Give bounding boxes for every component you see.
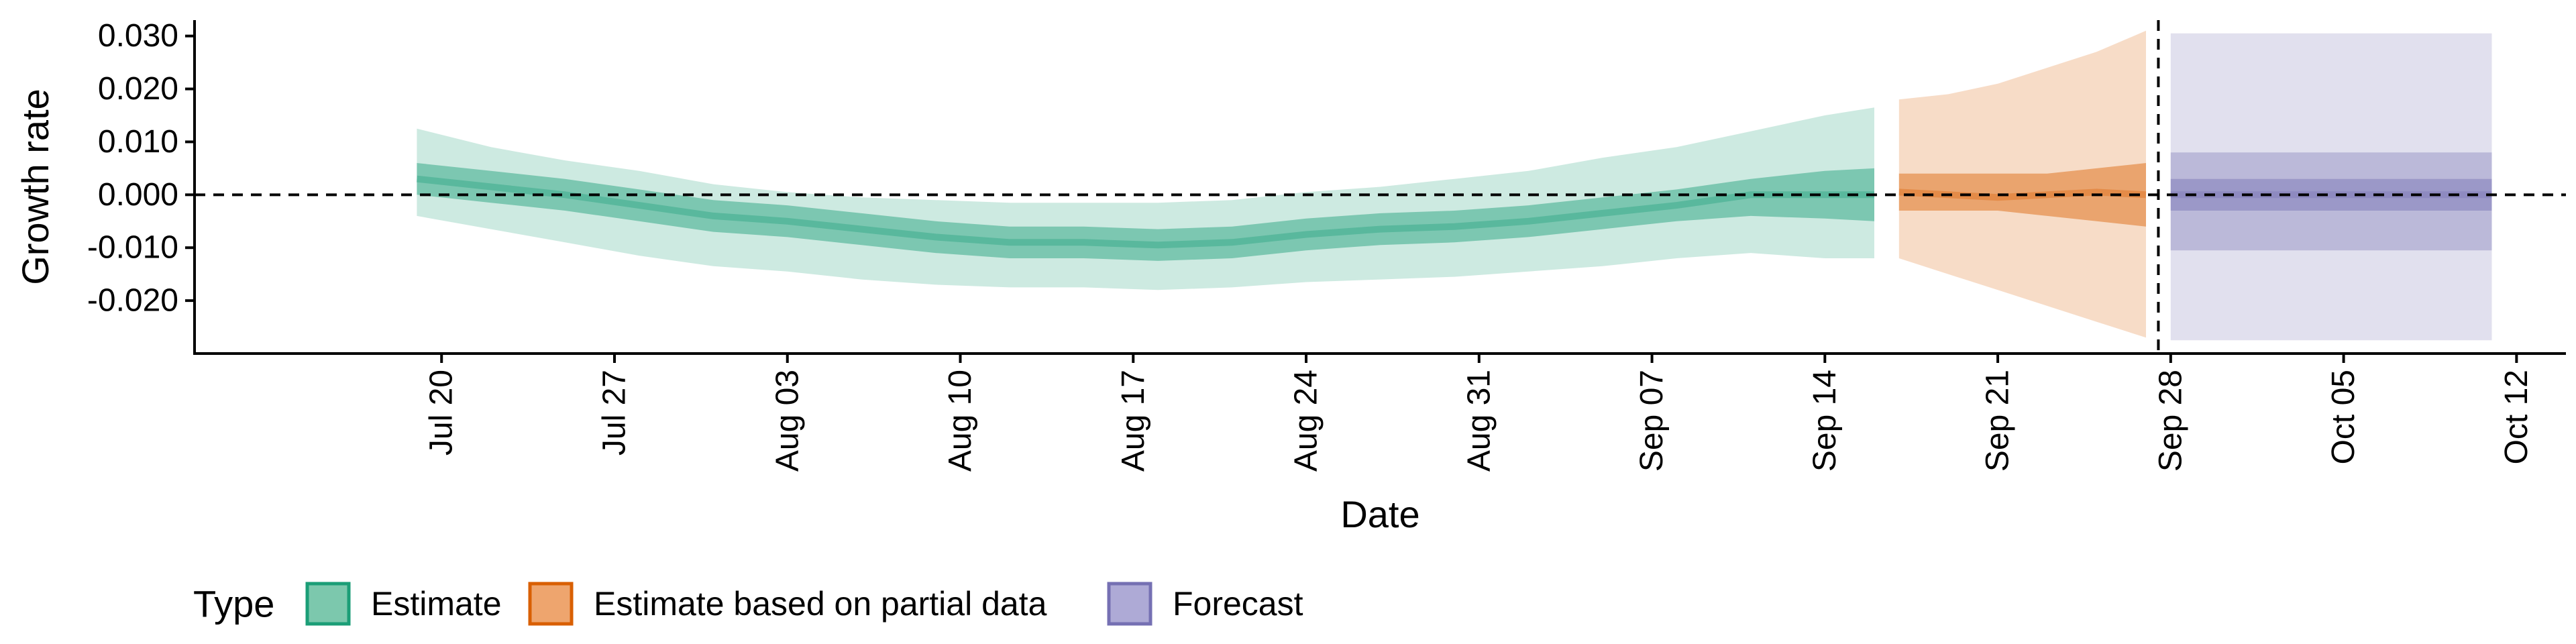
x-tick-label: Aug 24 [1289,370,1324,472]
legend-title: Type [193,583,274,625]
x-tick-label: Aug 17 [1116,370,1151,472]
forecast-90-band [2170,33,2492,341]
x-axis-ticks: Jul 20 Jul 27 Aug 03 Aug 10 Aug 17 Aug 24 Aug … [424,354,2534,472]
forecast-75-band [2170,152,2492,251]
x-axis-title: Date [1340,493,1419,535]
y-tick-label: -0.020 [87,283,178,319]
estimate-legend-label: Estimate [371,585,502,623]
x-tick-label: Aug 10 [943,370,978,472]
estimate-legend-key [305,582,351,626]
x-tick-label: Oct 05 [2326,370,2361,464]
interval-bands [416,30,2492,341]
x-tick-label: Oct 12 [2499,370,2534,464]
estimate-based-on-partial-data-legend-label: Estimate based on partial data [594,585,1047,623]
legend: Type Estimate Estimate based on partial d… [193,582,1303,626]
x-tick-label: Sep 14 [1807,370,1843,472]
x-tick-label: Aug 03 [769,370,805,472]
x-tick-label: Sep 28 [2153,370,2188,472]
estimate-50-band [417,163,1875,261]
estimate-90-band [417,107,1875,290]
y-tick-label: 0.020 [98,71,178,107]
x-tick-label: Sep 21 [1980,370,2016,472]
y-axis-title: Growth rate [14,89,56,285]
estimate-based-on-partial-data-legend-key [528,582,574,626]
forecast-50-band [2170,178,2492,211]
estimate-based-on-partial-data-90-band [1898,30,2146,338]
y-tick-label: 0.000 [98,177,178,213]
forecast-legend-key [1107,582,1152,626]
x-tick-label: Jul 20 [424,370,460,455]
y-tick-label: -0.010 [87,230,178,266]
x-tick-label: Jul 27 [596,370,632,455]
forecast-legend-label: Forecast [1173,585,1303,623]
y-tick-label: 0.010 [98,124,178,160]
x-tick-label: Aug 31 [1461,370,1497,472]
reference-lines [195,20,2566,354]
y-axis-ticks: -0.020 -0.010 0.000 0.010 0.020 0.030 [87,18,195,319]
estimate-median-line [416,175,1874,249]
y-tick-label: 0.030 [98,18,178,54]
x-tick-label: Sep 07 [1634,370,1670,472]
